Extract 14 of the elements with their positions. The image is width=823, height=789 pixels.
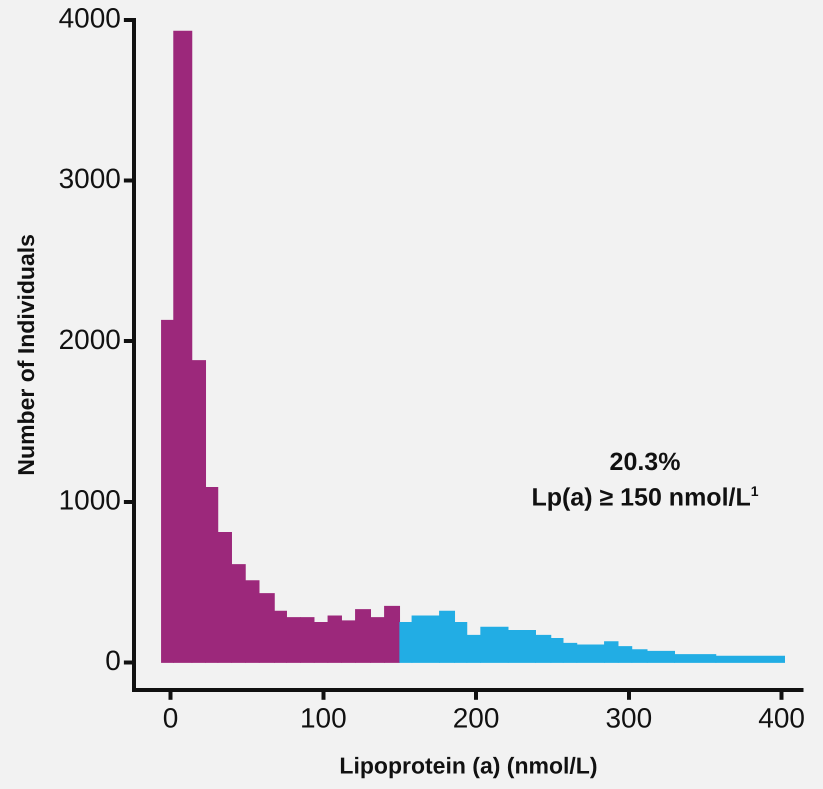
y-tick-label: 2000 xyxy=(58,324,121,355)
x-tick-label: 0 xyxy=(162,702,178,734)
x-tick-label: 200 xyxy=(452,702,500,734)
x-tick-label: 300 xyxy=(605,702,652,734)
y-tick-label: 4000 xyxy=(58,2,121,34)
annotation: Lp(a) ≥ 150 nmol/L$^{1}$ xyxy=(530,482,760,512)
y-tick-label: 1000 xyxy=(58,484,121,516)
x-tick-label: 100 xyxy=(300,702,347,734)
x-tick-label: 400 xyxy=(758,702,805,734)
y-tick-label: 0 xyxy=(105,645,121,676)
x-axis-title: Lipoprotein (a) (nmol/L) xyxy=(339,752,598,779)
y-axis-title: Number of Individuals xyxy=(13,234,40,476)
annotation: 20.3% xyxy=(608,448,682,477)
y-tick-label: 3000 xyxy=(58,163,121,194)
